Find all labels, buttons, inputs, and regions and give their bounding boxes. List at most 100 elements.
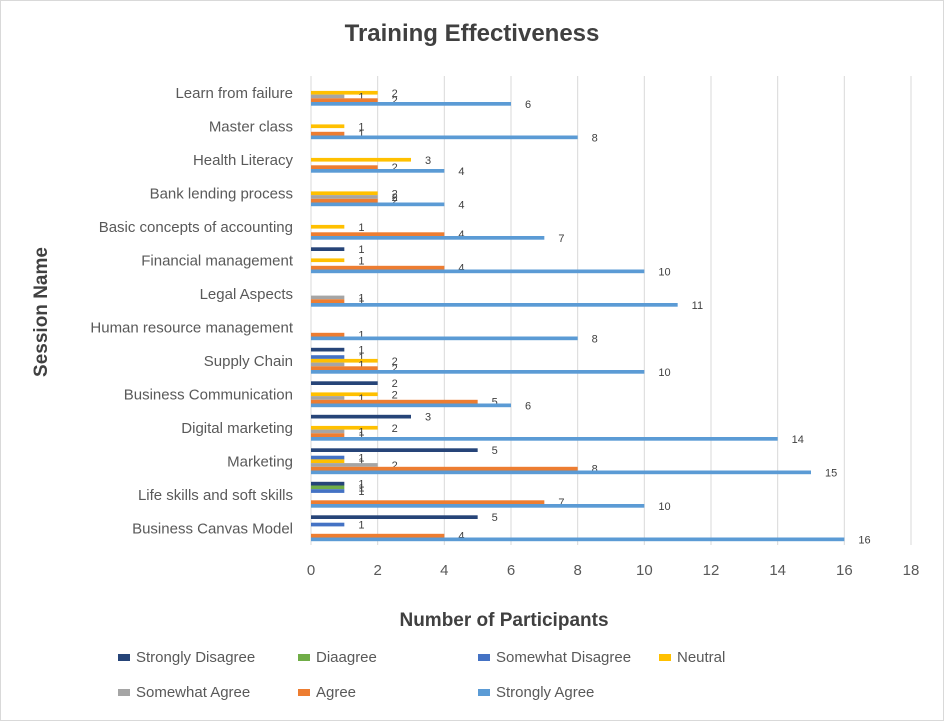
data-label: 2 xyxy=(392,192,398,204)
chart-title: Training Effectiveness xyxy=(344,20,600,47)
x-tick-label: 18 xyxy=(903,562,920,579)
data-label: 10 xyxy=(658,266,670,278)
data-label: 1 xyxy=(358,456,364,468)
bar xyxy=(311,362,345,367)
data-label: 1 xyxy=(358,255,364,267)
data-label: 2 xyxy=(392,95,398,107)
x-tick-label: 16 xyxy=(836,562,853,579)
bar xyxy=(311,414,411,419)
data-label: 4 xyxy=(458,166,464,178)
data-label: 5 xyxy=(492,397,498,409)
bar xyxy=(311,295,345,300)
data-label: 5 xyxy=(492,512,498,524)
legend-label: Strongly Agree xyxy=(496,684,595,701)
data-label: 4 xyxy=(458,199,464,211)
bar xyxy=(311,336,578,341)
legend-label: Neutral xyxy=(677,649,726,666)
bar xyxy=(311,381,378,385)
bar xyxy=(311,347,345,352)
bar xyxy=(311,489,345,493)
legend-swatch xyxy=(478,653,490,661)
bar xyxy=(311,169,445,173)
data-label: 1 xyxy=(358,430,364,442)
data-label: 8 xyxy=(592,464,598,476)
data-label: 1 xyxy=(358,453,364,465)
bar xyxy=(311,224,345,229)
data-label: 1 xyxy=(358,482,364,494)
bar xyxy=(311,303,678,307)
y-tick-label: Legal Aspects xyxy=(200,286,293,303)
data-label: 2 xyxy=(392,88,398,100)
bar xyxy=(311,463,378,467)
x-tick-label: 6 xyxy=(507,562,515,579)
bar xyxy=(311,332,345,337)
data-label: 1 xyxy=(358,292,364,304)
bar xyxy=(311,470,811,475)
bar xyxy=(311,265,445,270)
legend-label: Agree xyxy=(316,684,357,701)
bar xyxy=(311,429,345,434)
data-label: 1 xyxy=(358,91,364,103)
data-label: 1 xyxy=(358,486,364,498)
legend-swatch xyxy=(298,688,310,696)
bar xyxy=(311,98,378,102)
bar xyxy=(311,370,645,374)
bar xyxy=(311,533,445,538)
legend-label: Somewhat Agree xyxy=(136,684,251,701)
y-tick-label: Marketing xyxy=(227,453,293,470)
data-label: 2 xyxy=(392,389,398,401)
legend-item: Neutral xyxy=(659,649,725,666)
y-tick-label: Business Canvas Model xyxy=(132,520,293,537)
bar xyxy=(311,396,345,400)
y-tick-label: Learn from failure xyxy=(175,85,293,102)
data-label: 2 xyxy=(392,162,398,174)
y-tick-label: Health Literacy xyxy=(193,152,294,169)
bar xyxy=(311,94,345,99)
bar xyxy=(311,433,345,437)
x-tick-label: 4 xyxy=(440,562,448,579)
data-label: 2 xyxy=(392,196,398,208)
bar xyxy=(311,157,411,162)
data-label: 2 xyxy=(392,423,398,435)
data-label: 4 xyxy=(458,531,464,543)
data-label: 8 xyxy=(592,333,598,345)
bar xyxy=(311,485,345,490)
data-label: 1 xyxy=(358,330,364,342)
data-label: 6 xyxy=(525,400,531,412)
data-label: 1 xyxy=(358,222,364,234)
bar xyxy=(311,448,478,452)
legend-swatch xyxy=(298,653,310,661)
bar xyxy=(311,504,645,508)
bar xyxy=(311,165,378,169)
data-label: 4 xyxy=(458,229,464,241)
data-label: 1 xyxy=(358,520,364,532)
legend-item: Diaagree xyxy=(298,649,377,666)
data-label: 1 xyxy=(358,129,364,141)
bar xyxy=(311,124,345,129)
y-tick-label: Life skills and soft skills xyxy=(138,487,293,504)
data-label: 1 xyxy=(358,426,364,438)
legend-swatch xyxy=(478,688,490,696)
legend-item: Strongly Agree xyxy=(478,684,594,701)
data-label: 1 xyxy=(358,479,364,491)
data-label: 6 xyxy=(525,99,531,111)
y-tick-label: Human resource management xyxy=(90,319,293,336)
y-tick-label: Master class xyxy=(209,118,293,135)
legend-item: Somewhat Disagree xyxy=(478,649,631,666)
data-label: 2 xyxy=(392,378,398,390)
data-label: 5 xyxy=(492,445,498,457)
bar xyxy=(311,466,578,471)
data-label: 1 xyxy=(358,345,364,357)
bar xyxy=(311,135,578,140)
x-tick-label: 2 xyxy=(373,562,381,579)
x-tick-label: 10 xyxy=(636,562,653,579)
data-label: 2 xyxy=(392,356,398,368)
bar xyxy=(311,500,545,504)
data-label: 1 xyxy=(358,121,364,133)
bar xyxy=(311,102,511,106)
data-label: 1 xyxy=(358,359,364,371)
bar xyxy=(311,455,345,460)
data-label: 10 xyxy=(658,367,670,379)
